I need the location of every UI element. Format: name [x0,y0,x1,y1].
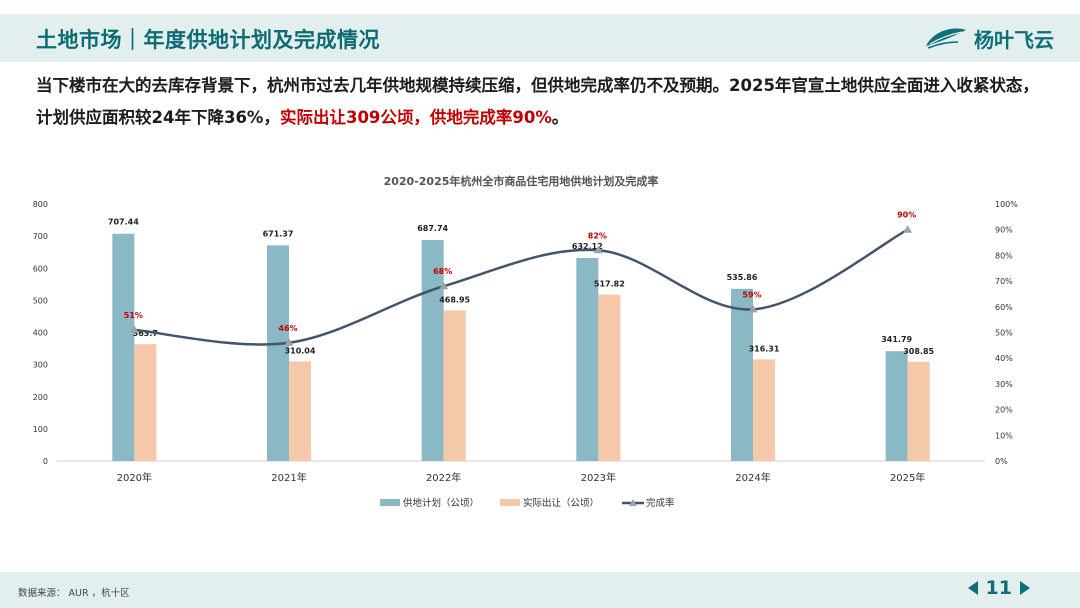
plan-bar-label: 632.12 [572,242,603,251]
actual-bar [289,361,311,461]
y2-tick-label: 0% [995,457,1008,466]
rate-label: 68% [433,267,452,276]
legend-swatch-actual [500,499,520,506]
plan-bar [731,288,753,461]
y-tick-label: 100 [33,425,48,434]
actual-bar [598,294,621,461]
legend-label-actual: 实际出让（公顷） [523,497,599,509]
y2-tick-label: 40% [995,354,1013,363]
plan-bar-label: 341.79 [881,335,912,344]
y2-tick-label: 90% [995,226,1013,235]
x-tick-label: 2022年 [426,471,461,484]
actual-bar [134,344,157,461]
x-tick-label: 2023年 [581,471,616,484]
logo-text: 杨叶飞云 [974,27,1054,52]
rate-point [593,245,603,254]
brand-logo: 杨叶飞云 [924,20,1054,56]
rate-point [748,304,758,313]
plan-bar-label: 671.37 [263,229,294,238]
y-tick-label: 800 [33,200,48,209]
pager: 11 [967,577,1030,599]
rate-line [134,228,909,346]
y2-tick-label: 100% [995,200,1018,209]
chart-title: 2020-2025年杭州全市商品住宅用地供地计划及完成率 [384,174,659,188]
actual-bar [753,359,775,461]
y2-tick-label: 80% [995,251,1013,260]
intro-text: 当下楼市在大的去库存背景下，杭州市过去几年供地规模持续压缩，但供地完成率仍不及预… [36,76,1039,127]
data-source: 数据来源： AUR ，杭十区 [18,588,130,599]
y2-tick-label: 10% [995,431,1013,440]
actual-bar [907,361,930,461]
rate-label: 51% [124,311,143,320]
y-tick-label: 300 [33,361,48,370]
plan-bar [421,240,444,461]
prev-page-icon[interactable] [967,581,978,595]
leaf-icon [926,28,966,49]
y2-tick-label: 30% [995,380,1013,389]
y-tick-label: 0 [43,457,48,466]
y-tick-label: 500 [33,296,48,305]
page-number: 11 [985,577,1012,599]
intro-text-end: 。 [551,108,569,127]
intro-paragraph: 当下楼市在大的去库存背景下，杭州市过去几年供地规模持续压缩，但供地完成率仍不及预… [36,70,1051,134]
actual-bar-label: 308.85 [903,347,934,356]
rate-label: 90% [897,211,916,220]
page-title: 土地市场｜年度供地计划及完成情况 [36,28,380,52]
legend-swatch-plan [380,499,400,506]
rate-point [903,225,913,233]
legend-marker-rate [629,499,637,506]
actual-bar-label: 310.04 [285,346,316,355]
x-tick-label: 2021年 [271,471,306,484]
y-tick-label: 700 [33,232,48,241]
plan-bar-label: 687.74 [417,224,448,233]
actual-bar-label: 517.82 [594,280,625,289]
plan-bar [885,351,908,461]
actual-bar [443,310,466,461]
header-bar: 土地市场｜年度供地计划及完成情况 杨叶飞云 [0,14,1080,62]
y2-tick-label: 60% [995,303,1013,312]
intro-highlight: 实际出让309公顷，供地完成率90% [279,108,552,127]
next-page-icon[interactable] [1020,581,1030,595]
y2-tick-label: 70% [995,277,1013,286]
actual-bar-label: 468.95 [439,295,470,304]
plan-bar [576,257,599,461]
y-tick-label: 400 [33,329,48,338]
plan-bar [267,245,289,461]
legend-label-plan: 供地计划（公顷） [403,497,479,509]
actual-bar-label: 363.7 [133,329,158,338]
rate-point [439,281,449,290]
footer-bar: 数据来源： AUR ，杭十区 11 [0,572,1080,608]
y2-tick-label: 50% [995,329,1013,338]
rate-label: 82% [588,231,607,240]
plan-bar [112,233,135,461]
x-tick-label: 2024年 [735,471,770,484]
x-tick-label: 2025年 [890,471,925,484]
y-tick-label: 200 [33,393,48,402]
rate-point [284,338,294,346]
supply-chart: 2020-2025年杭州全市商品住宅用地供地计划及完成率 0 100 200 300 40… [33,174,1019,509]
legend-label-rate: 完成率 [646,497,675,509]
plan-bar-label: 535.86 [727,273,758,282]
rate-label: 46% [278,324,297,333]
y-tick-label: 600 [33,264,48,273]
rate-point [129,325,139,333]
actual-bar-label: 316.31 [749,344,780,353]
plan-bar-label: 707.44 [108,218,139,227]
rate-label: 59% [742,290,761,299]
y2-tick-label: 20% [995,406,1013,415]
x-tick-label: 2020年 [117,471,152,484]
